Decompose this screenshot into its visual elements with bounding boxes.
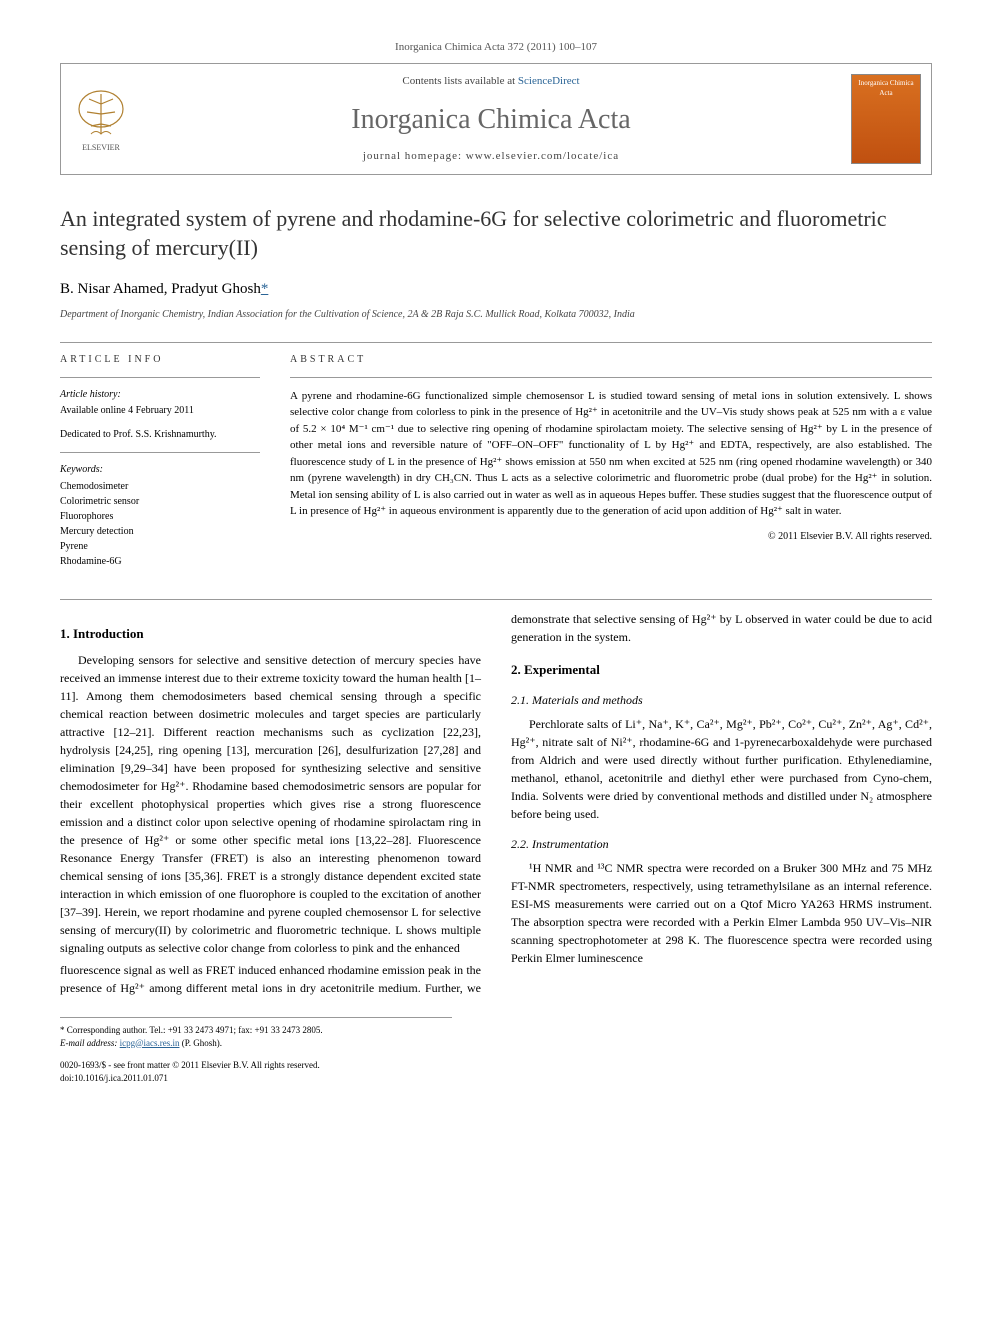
- keyword-item: Chemodosimeter: [60, 479, 260, 494]
- elsevier-tree-logo: ELSEVIER: [71, 84, 131, 154]
- svg-text:ELSEVIER: ELSEVIER: [82, 143, 120, 152]
- instrumentation-paragraph: ¹H NMR and ¹³C NMR spectra were recorded…: [511, 859, 932, 967]
- journal-header: ELSEVIER Contents lists available at Sci…: [60, 63, 932, 175]
- affiliation-line: Department of Inorganic Chemistry, India…: [60, 308, 932, 322]
- subsection-heading-materials: 2.1. Materials and methods: [511, 691, 932, 709]
- article-history-line: Available online 4 February 2011: [60, 404, 260, 418]
- corresponding-author-footnote: * Corresponding author. Tel.: +91 33 247…: [60, 1017, 452, 1049]
- footnote-corr-line: * Corresponding author. Tel.: +91 33 247…: [60, 1024, 452, 1037]
- author-names: B. Nisar Ahamed, Pradyut Ghosh: [60, 281, 261, 297]
- keyword-item: Colorimetric sensor: [60, 494, 260, 509]
- keyword-item: Pyrene: [60, 539, 260, 554]
- divider-meta-1: [60, 377, 260, 378]
- keyword-item: Mercury detection: [60, 524, 260, 539]
- abstract-copyright: © 2011 Elsevier B.V. All rights reserved…: [290, 530, 932, 544]
- divider-top: [60, 342, 932, 343]
- journal-cover-thumbnail: Inorganica Chimica Acta: [851, 74, 921, 164]
- page-footer: 0020-1693/$ - see front matter © 2011 El…: [60, 1059, 932, 1084]
- journal-header-center: Contents lists available at ScienceDirec…: [141, 64, 841, 174]
- section-heading-experimental: 2. Experimental: [511, 660, 932, 680]
- keyword-item: Fluorophores: [60, 509, 260, 524]
- citation-line: Inorganica Chimica Acta 372 (2011) 100–1…: [60, 40, 932, 55]
- abstract-heading: ABSTRACT: [290, 353, 932, 367]
- footnote-email-suffix: (P. Ghosh).: [182, 1038, 222, 1048]
- divider-meta-2: [60, 452, 260, 453]
- journal-name: Inorganica Chimica Acta: [141, 100, 841, 139]
- article-history-heading: Article history:: [60, 388, 260, 402]
- corresponding-author-marker[interactable]: *: [261, 281, 269, 297]
- journal-homepage-line: journal homepage: www.elsevier.com/locat…: [141, 149, 841, 164]
- subsection-heading-instrumentation: 2.2. Instrumentation: [511, 835, 932, 853]
- contents-available-line: Contents lists available at ScienceDirec…: [141, 74, 841, 89]
- footnote-email-label: E-mail address:: [60, 1038, 117, 1048]
- keywords-heading: Keywords:: [60, 463, 260, 477]
- journal-cover-cell: Inorganica Chimica Acta: [841, 64, 931, 174]
- intro-paragraph: Developing sensors for selective and sen…: [60, 651, 481, 957]
- article-title: An integrated system of pyrene and rhoda…: [60, 205, 932, 262]
- materials-paragraph: Perchlorate salts of Li⁺, Na⁺, K⁺, Ca²⁺,…: [511, 715, 932, 823]
- article-info-column: ARTICLE INFO Article history: Available …: [60, 353, 260, 569]
- article-info-heading: ARTICLE INFO: [60, 353, 260, 367]
- section-heading-introduction: 1. Introduction: [60, 624, 481, 644]
- contents-prefix: Contents lists available at: [402, 75, 517, 87]
- divider-body: [60, 599, 932, 600]
- publisher-logo-cell: ELSEVIER: [61, 64, 141, 174]
- homepage-prefix: journal homepage:: [363, 150, 466, 162]
- authors-line: B. Nisar Ahamed, Pradyut Ghosh*: [60, 279, 932, 300]
- footer-doi: doi:10.1016/j.ica.2011.01.071: [60, 1072, 320, 1085]
- footnote-email-link[interactable]: icpg@iacs.res.in: [120, 1038, 180, 1048]
- sciencedirect-link[interactable]: ScienceDirect: [518, 75, 580, 87]
- abstract-column: ABSTRACT A pyrene and rhodamine-6G funct…: [290, 353, 932, 569]
- homepage-url[interactable]: www.elsevier.com/locate/ica: [466, 150, 619, 162]
- keywords-list: Chemodosimeter Colorimetric sensor Fluor…: [60, 479, 260, 569]
- abstract-text: A pyrene and rhodamine-6G functionalized…: [290, 388, 932, 520]
- footer-front-matter: 0020-1693/$ - see front matter © 2011 El…: [60, 1059, 320, 1072]
- dedication-line: Dedicated to Prof. S.S. Krishnamurthy.: [60, 428, 260, 442]
- body-two-column: 1. Introduction Developing sensors for s…: [60, 610, 932, 998]
- divider-abstract: [290, 377, 932, 378]
- keyword-item: Rhodamine-6G: [60, 554, 260, 569]
